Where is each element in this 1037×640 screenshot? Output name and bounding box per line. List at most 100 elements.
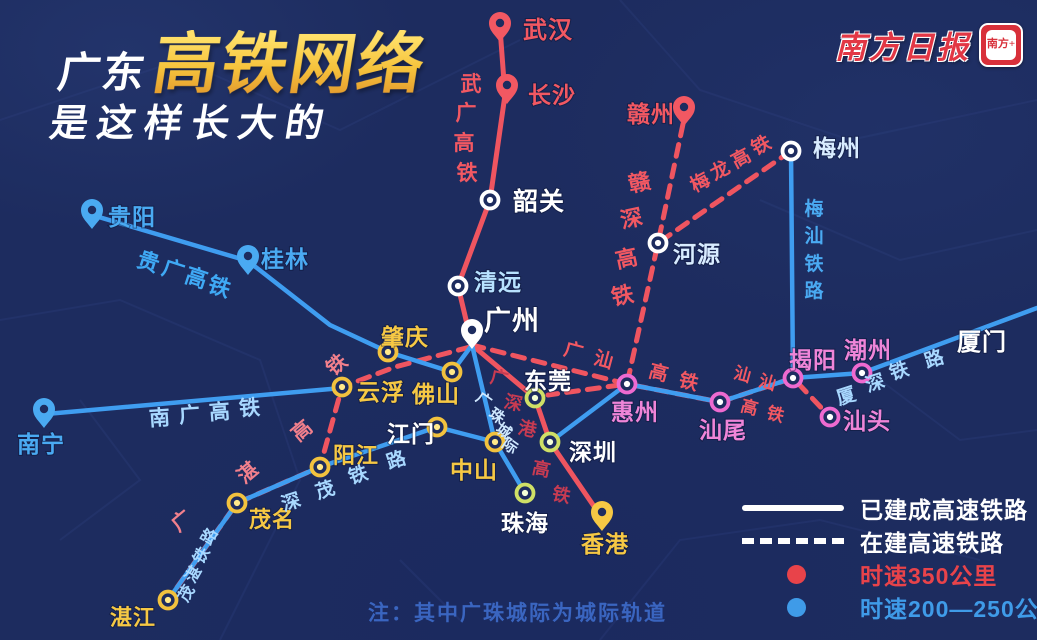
line-label-shanshan-hsr: 高 [739,395,761,419]
station-zhongshan [484,431,506,453]
legend-speed-200-250-label: 时速200—250公里 [860,596,1037,622]
line-maozhan-railway [165,500,240,603]
city-label-shanwei: 汕尾 [699,417,747,443]
line-label-xiashen-railway: 厦 [834,383,860,410]
title-line2: 是这样长大的 [46,103,336,146]
line-meilong-hsr [655,148,794,246]
city-label-foshan: 佛山 [411,381,460,407]
newspaper-logo: 南方日报 南方+ [835,22,1023,67]
line-label-guangshan-hsr: 高 [647,359,671,386]
city-label-ganzhou: 赣州 [627,101,675,127]
line-label-meishan-railway: 路 [804,279,824,302]
line-label-guangshengang-hsr: 铁 [550,483,572,507]
city-label-huizhou: 惠州 [611,399,659,425]
city-label-guiyang: 贵阳 [108,204,156,230]
city-label-hongkong: 香港 [581,531,629,557]
city-label-zhaoqing: 肇庆 [381,324,429,350]
pin-guiyang [81,199,103,229]
line-label-guangzhan-hsr: 铁 [321,349,352,380]
line-label-guangshan-hsr: 汕 [592,347,616,373]
station-zhanjiang [157,589,179,611]
legend-speed-350-label: 时速350公里 [860,563,998,589]
station-yangjiang [309,456,331,478]
line-label-guangzhu-intercity: 广 [473,388,496,411]
city-label-yunfu: 云浮 [357,379,405,405]
line-nanguang-hsr [43,385,345,417]
legend-under-construction-label: 在建高速铁路 [860,530,1004,556]
station-qingyuan [447,275,469,297]
city-label-zhuhai: 珠海 [501,510,549,536]
station-maoming [226,492,248,514]
city-label-wuhan: 武汉 [523,17,573,44]
pin-wuhan [489,12,511,42]
line-label-guangzhan-hsr: 广 [166,505,197,536]
city-label-qingyuan: 清远 [474,269,522,295]
pin-guilin [237,245,259,275]
pin-ganzhou [673,96,695,126]
newspaper-badge: 南方+ [979,22,1023,67]
station-heyuan [647,232,669,254]
city-label-chaozhou: 潮州 [844,337,892,363]
pin-nanning [33,398,55,428]
station-yunfu [331,376,353,398]
legend-built-label: 已建成高速铁路 [860,497,1028,523]
line-label-guangshengang-hsr: 广 [488,366,510,390]
title-prefix: 广东 [54,49,151,96]
line-ganshen-hsr [545,121,686,398]
line-label-guiguang-hsr: 铁 [205,272,234,303]
city-label-jiangmen: 江门 [387,421,435,447]
line-label-guangshan-hsr: 铁 [677,368,701,395]
line-label-shanshan-hsr: 汕 [732,363,753,386]
legend-row-built: 已建成高速铁路 [742,496,1037,523]
station-shaoguan [479,189,501,211]
pin-hongkong [591,501,613,531]
city-label-maoming: 茂名 [249,507,295,532]
station-shanwei [709,391,731,413]
line-label-meishan-railway: 汕 [804,225,823,247]
legend: 已建成高速铁路 在建高速铁路 时速350公里 时速200—250公里 [742,496,1037,622]
line-label-wuguang-hsr: 广 [456,101,477,125]
line-label-nanguang-hsr: 高 [208,399,231,424]
line-label-wuguang-hsr: 武 [461,73,482,96]
station-shenzhen [539,431,561,453]
station-zhaoqing [377,341,399,363]
line-label-shenmao-railway: 茂 [312,476,337,504]
line-label-meishan-railway: 铁 [804,252,823,275]
station-shantou [819,406,841,428]
city-label-meizhou: 梅州 [813,135,861,161]
city-label-yangjiang: 阳江 [333,443,379,468]
city-label-guilin: 桂林 [261,246,309,272]
city-label-changsha: 长沙 [528,82,576,108]
city-label-xiamen: 厦门 [957,328,1007,356]
station-meizhou [780,140,802,162]
line-label-shanshan-hsr: 铁 [765,402,787,426]
newspaper-badge-label: 南方+ [986,29,1016,60]
line-label-nanguang-hsr: 广 [178,402,201,427]
pin-changsha [496,74,518,104]
station-foshan [441,361,463,383]
line-label-maozhan-railway: 湛 [182,563,206,586]
city-label-jieyang: 揭阳 [789,347,837,373]
legend-dashed-line-sample [742,538,844,544]
newspaper-name: 南方日报 [835,30,971,65]
station-chaozhou [851,362,873,384]
city-label-shaoguan: 韶关 [513,187,565,216]
line-label-wuguang-hsr: 高 [454,131,475,155]
city-label-shenzhen: 深圳 [569,439,617,465]
legend-solid-line-sample [742,505,844,511]
page-title: 广东 高铁网络 是这样长大的 [46,27,432,146]
line-label-ganshen-hsr: 深 [618,204,645,233]
line-label-ganshen-hsr: 高 [613,244,640,273]
line-label-guangshengang-hsr: 港 [516,417,539,441]
legend-blue-dot [742,597,844,617]
city-label-shantou: 汕头 [843,408,891,434]
line-label-meilong-hsr: 龙 [706,156,734,185]
line-label-shenmao-railway: 路 [383,446,409,474]
line-guangshengang-hsr [469,342,605,521]
legend-row-speed-200-250: 时速200—250公里 [742,595,1037,622]
legend-row-speed-350: 时速350公里 [742,562,1037,589]
pin-guangzhou [461,319,483,349]
